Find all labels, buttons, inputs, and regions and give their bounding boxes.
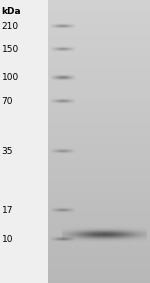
Text: 10: 10 [2,235,13,244]
Text: 70: 70 [2,97,13,106]
Text: 150: 150 [2,45,19,54]
Text: 100: 100 [2,73,19,82]
Text: 35: 35 [2,147,13,156]
Text: kDa: kDa [2,7,21,16]
Text: 17: 17 [2,206,13,215]
Text: 210: 210 [2,22,19,31]
